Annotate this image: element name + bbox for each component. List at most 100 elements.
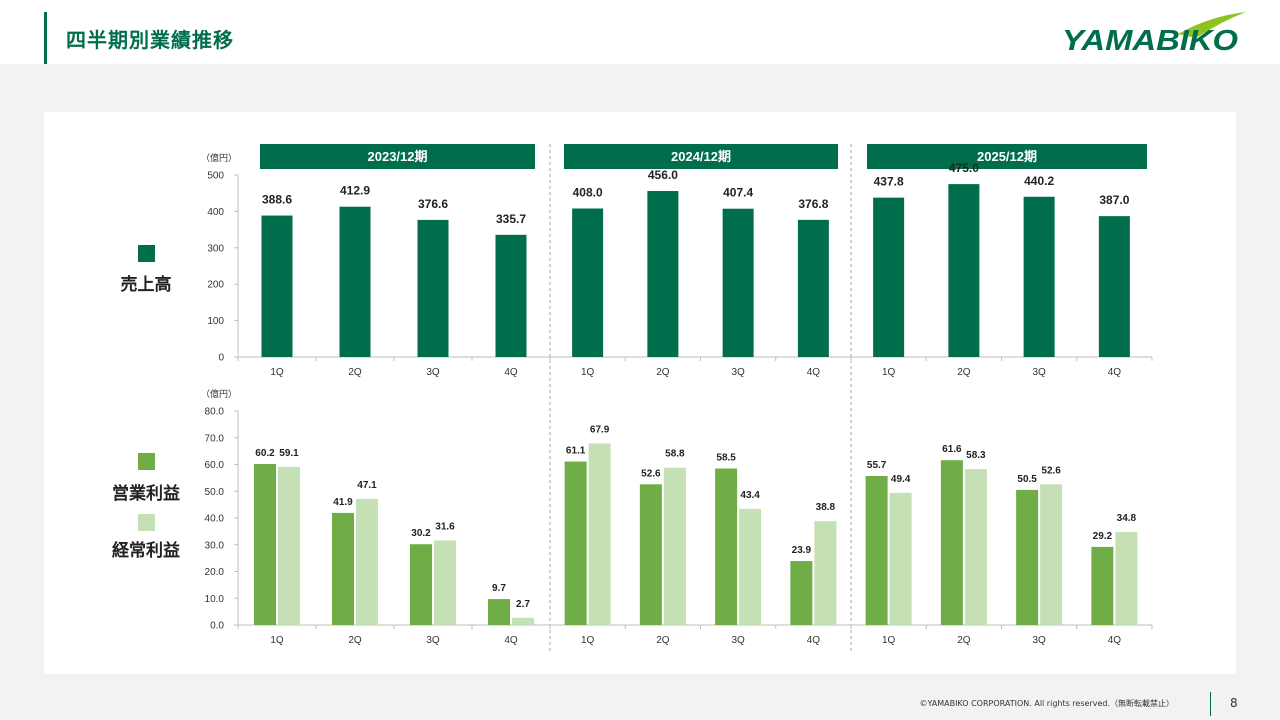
sales-bar (261, 215, 293, 357)
sales-x-tick-label: 1Q (882, 367, 896, 378)
sales-x-tick-label: 1Q (270, 367, 284, 378)
sales-bar (339, 206, 371, 357)
sales-bar (417, 219, 449, 357)
ordinary-profit-bar (588, 443, 611, 625)
operating-profit-data-label: 9.7 (492, 583, 506, 594)
operating-profit-bar (865, 476, 888, 625)
copyright-text: ©YAMABIKO CORPORATION. All rights reserv… (919, 699, 1174, 708)
profit-y-tick-label: 40.0 (205, 514, 225, 525)
operating-profit-bar (254, 463, 276, 625)
ordinary-profit-bar (814, 521, 837, 625)
sales-bar (572, 208, 604, 357)
profit-y-tick-label: 0.0 (210, 621, 224, 632)
profit-y-tick-label: 10.0 (205, 594, 225, 605)
operating-profit-data-label: 55.7 (867, 460, 887, 471)
operating-profit-bar (715, 468, 738, 625)
fiscal-year-label-2: 2024/12期 (671, 149, 731, 164)
fiscal-year-header-2 (564, 144, 838, 169)
legend-swatch-ordinary (138, 514, 155, 531)
sales-y-tick-label: 500 (207, 171, 224, 182)
sales-bar (647, 191, 679, 357)
sales-x-tick-label: 1Q (581, 367, 595, 378)
operating-profit-bar (488, 599, 510, 625)
profit-x-tick-label: 2Q (656, 635, 670, 646)
profit-x-tick-label: 2Q (957, 635, 971, 646)
ordinary-profit-data-label: 49.4 (891, 474, 911, 485)
profit-x-tick-label: 3Q (1032, 635, 1046, 646)
ordinary-profit-bar (278, 466, 300, 625)
sales-data-label: 376.8 (798, 197, 828, 211)
sales-y-tick-label: 400 (207, 207, 224, 218)
operating-profit-data-label: 58.5 (716, 453, 736, 464)
sales-bar (1023, 196, 1055, 357)
sales-y-tick-label: 100 (207, 316, 224, 327)
sales-unit-label: （億円） (201, 152, 237, 163)
profit-y-tick-label: 60.0 (205, 460, 225, 471)
sales-data-label: 412.9 (340, 184, 370, 198)
sales-x-tick-label: 2Q (957, 367, 971, 378)
profit-y-tick-label: 50.0 (205, 487, 225, 498)
profit-unit-label: （億円） (201, 388, 237, 399)
ordinary-profit-data-label: 2.7 (516, 599, 530, 610)
ordinary-profit-data-label: 58.8 (665, 449, 685, 460)
sales-x-tick-label: 2Q (656, 367, 670, 378)
ordinary-profit-data-label: 34.8 (1117, 513, 1137, 524)
operating-profit-bar (639, 484, 662, 625)
ordinary-profit-data-label: 47.1 (357, 480, 377, 491)
header: 四半期別業績推移 YAMABIKO (0, 0, 1280, 64)
logo-swoosh (1178, 12, 1246, 38)
operating-profit-bar (1091, 546, 1114, 625)
footer-divider (1210, 692, 1211, 716)
ordinary-profit-bar (739, 508, 762, 625)
profit-x-tick-label: 1Q (882, 635, 896, 646)
sales-bar (797, 219, 829, 357)
logo-wordmark: YAMABIKO (1062, 25, 1238, 57)
operating-profit-data-label: 23.9 (792, 545, 812, 556)
ordinary-profit-bar (512, 617, 534, 625)
legend-label-sales: 売上高 (121, 274, 172, 294)
sales-bar (873, 197, 905, 357)
sales-bar (948, 184, 980, 357)
profit-x-tick-label: 2Q (348, 635, 362, 646)
operating-profit-bar (564, 461, 587, 625)
profit-x-tick-label: 4Q (504, 635, 518, 646)
sales-data-label: 437.8 (874, 175, 904, 189)
sales-data-label: 335.7 (496, 212, 526, 226)
profit-y-tick-label: 70.0 (205, 433, 225, 444)
sales-y-tick-label: 0 (218, 353, 224, 364)
ordinary-profit-bar (434, 540, 456, 625)
header-accent-bar (44, 12, 47, 64)
profit-y-tick-label: 30.0 (205, 540, 225, 551)
sales-x-tick-label: 2Q (348, 367, 362, 378)
ordinary-profit-data-label: 67.9 (590, 424, 610, 435)
chart-panel: 2023/12期 2024/12期 2025/12期 売上高 営業利益 経常利益 （億円） 0… (44, 112, 1236, 674)
operating-profit-bar (410, 544, 432, 625)
legend-swatch-sales (138, 245, 155, 262)
sales-x-tick-label: 3Q (731, 367, 745, 378)
ordinary-profit-bar (1040, 484, 1063, 625)
ordinary-profit-data-label: 59.1 (279, 448, 299, 459)
fiscal-year-label-1: 2023/12期 (368, 149, 428, 164)
yamabiko-logo: YAMABIKO (1062, 12, 1246, 57)
sales-x-tick-label: 4Q (504, 367, 518, 378)
legend-label-operating: 営業利益 (112, 483, 180, 503)
legend-label-ordinary: 経常利益 (112, 540, 180, 560)
operating-profit-bar (790, 561, 813, 625)
sales-data-label: 408.0 (573, 185, 603, 199)
operating-profit-bar (940, 460, 963, 625)
sales-data-label: 388.6 (262, 193, 292, 207)
ordinary-profit-bar (964, 469, 987, 625)
ordinary-profit-bar (356, 499, 378, 625)
ordinary-profit-bar (663, 467, 686, 625)
sales-y-tick-label: 200 (207, 280, 224, 291)
profit-x-tick-label: 3Q (731, 635, 745, 646)
ordinary-profit-data-label: 52.6 (1041, 465, 1061, 476)
profit-x-tick-label: 1Q (270, 635, 284, 646)
sales-data-label: 407.4 (723, 186, 753, 200)
operating-profit-bar (1016, 489, 1039, 625)
sales-data-label: 456.0 (648, 168, 678, 182)
page-number: 8 (1230, 696, 1238, 710)
sales-bar (722, 208, 754, 357)
sales-data-label: 376.6 (418, 197, 448, 211)
sales-data-label: 387.0 (1099, 193, 1129, 207)
